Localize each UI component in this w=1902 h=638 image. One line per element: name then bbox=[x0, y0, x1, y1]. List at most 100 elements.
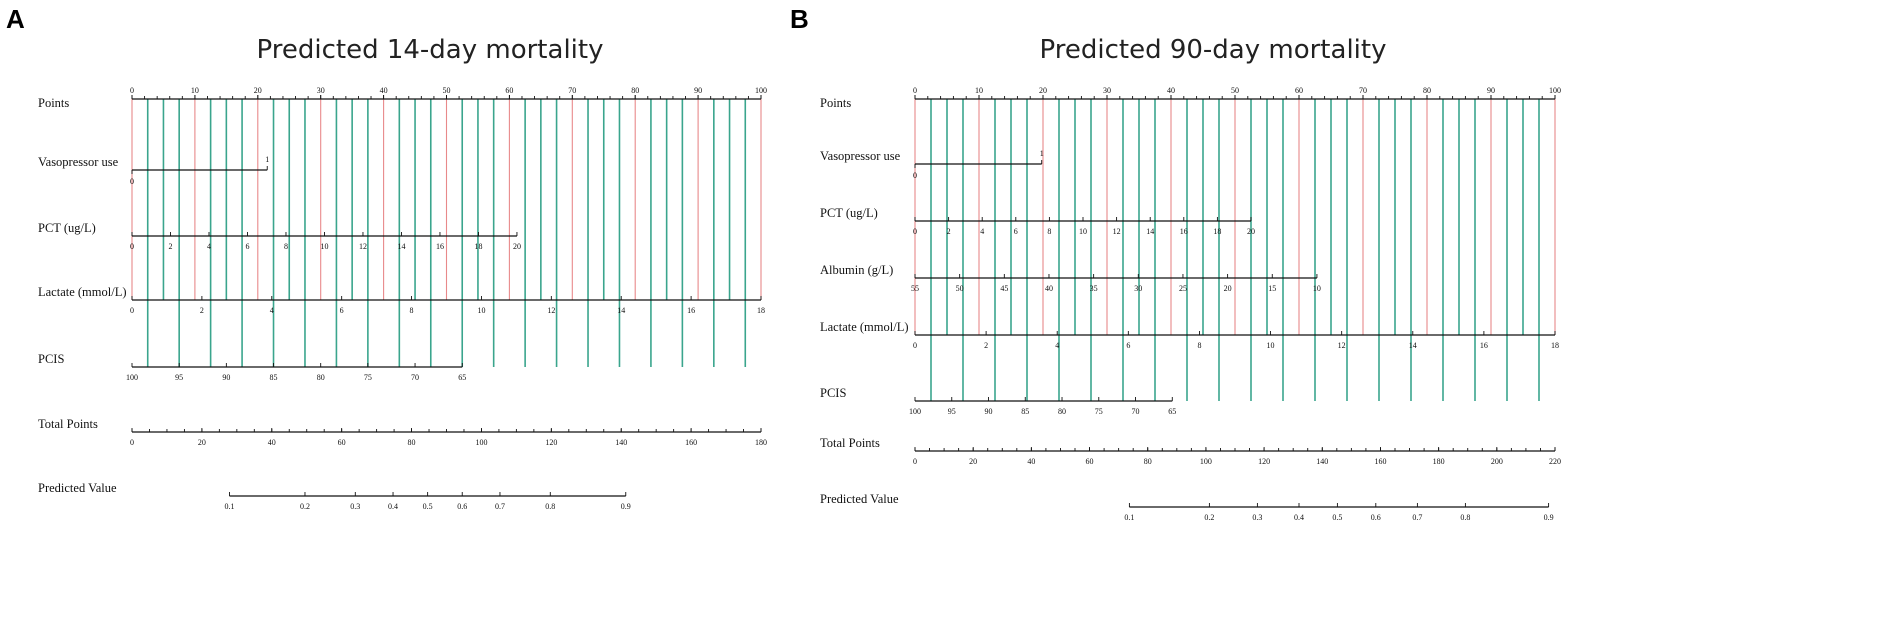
panel-a-row-points-tick-label: 40 bbox=[380, 86, 388, 95]
panel-a-row-points-tick-label: 30 bbox=[317, 86, 325, 95]
panel-a-row-pct-ug-l-tick-label: 6 bbox=[245, 242, 249, 251]
panel-a-row-lactate-mmol-l-tick-label: 4 bbox=[270, 306, 274, 315]
panel-a-row-points-label: Points bbox=[38, 96, 69, 110]
panel-b-title: Predicted 90-day mortality bbox=[1040, 35, 1387, 65]
panel-a-row-pct-ug-l-tick-label: 0 bbox=[130, 242, 134, 251]
panel-b-row-pct-ug-l: PCT (ug/L) 0 2 4 6 8 10 12 14 16 18 20 bbox=[820, 206, 1255, 236]
panel-b-row-lactate-mmol-l-tick-label: 18 bbox=[1551, 341, 1559, 350]
panel-a-row-predicted-value-tick-label: 0.8 bbox=[545, 502, 555, 511]
panel-a-row-total-points-tick-label: 120 bbox=[545, 438, 557, 447]
panel-b-row-predicted-value: Predicted Value 0.1 0.2 0.3 0.4 0.5 0.6 0.7 0.8 0… bbox=[820, 492, 1554, 522]
panel-b-row-pct-ug-l-tick-label: 2 bbox=[947, 227, 951, 236]
panel-a-row-pcis-tick-label: 100 bbox=[126, 373, 138, 382]
panel-a-row-vasopressor-use: Vasopressor use 0 1 bbox=[38, 155, 269, 186]
panel-b-row-albumin-g-l-tick-label: 10 bbox=[1313, 284, 1321, 293]
panel-b-row-total-points-tick-label: 160 bbox=[1374, 457, 1386, 466]
panel-b-row-pcis-tick-label: 65 bbox=[1168, 407, 1176, 416]
panel-b-row-vasopressor-use-tick-label: 1 bbox=[1040, 149, 1044, 158]
panel-b-row-total-points-tick-label: 220 bbox=[1549, 457, 1561, 466]
panel-b-row-pct-ug-l-tick-label: 20 bbox=[1247, 227, 1255, 236]
panel-a-row-predicted-value-tick-label: 0.5 bbox=[423, 502, 433, 511]
panel-a-row-vasopressor-use-tick-label: 1 bbox=[265, 155, 269, 164]
panel-a-row-lactate-mmol-l-tick-label: 16 bbox=[687, 306, 695, 315]
panel-b-row-points-tick-label: 100 bbox=[1549, 86, 1561, 95]
panel-a-row-pcis-tick-label: 85 bbox=[270, 373, 278, 382]
panel-b-row-total-points-tick-label: 100 bbox=[1200, 457, 1212, 466]
panel-b-row-lactate-mmol-l-label: Lactate (mmol/L) bbox=[820, 320, 909, 334]
panel-a-row-pct-ug-l-tick-label: 18 bbox=[474, 242, 482, 251]
panel-a-row-points-tick-label: 60 bbox=[505, 86, 513, 95]
panel-b-row-lactate-mmol-l-tick-label: 6 bbox=[1126, 341, 1130, 350]
panel-b-row-albumin-g-l-tick-label: 45 bbox=[1000, 284, 1008, 293]
panel-b-row-total-points-tick-label: 140 bbox=[1316, 457, 1328, 466]
panel-b-row-albumin-g-l-label: Albumin (g/L) bbox=[820, 263, 893, 277]
panel-b-row-predicted-value-tick-label: 0.2 bbox=[1204, 513, 1214, 522]
panel-a-row-lactate-mmol-l-tick-label: 8 bbox=[410, 306, 414, 315]
panel-b-row-points-tick-label: 40 bbox=[1167, 86, 1175, 95]
panel-a-row-points: Points 0 10 20 30 40 50 60 70 80 90 100 bbox=[38, 86, 767, 110]
panel-a-row-vasopressor-use-tick-label: 0 bbox=[130, 177, 134, 186]
panel-b-row-predicted-value-tick-label: 0.8 bbox=[1460, 513, 1470, 522]
panel-b-row-points-tick-label: 60 bbox=[1295, 86, 1303, 95]
panel-a-row-pct-ug-l-tick-label: 12 bbox=[359, 242, 367, 251]
panel-b-row-pct-ug-l-tick-label: 14 bbox=[1146, 227, 1154, 236]
panel-b-row-pcis-label: PCIS bbox=[820, 386, 846, 400]
panel-b-row-pct-ug-l-tick-label: 6 bbox=[1014, 227, 1018, 236]
panel-b-row-pct-ug-l-tick-label: 10 bbox=[1079, 227, 1087, 236]
panel-a-row-points-tick-label: 50 bbox=[443, 86, 451, 95]
panel-a-row-total-points-tick-label: 100 bbox=[475, 438, 487, 447]
panel-b-row-pcis-tick-label: 75 bbox=[1095, 407, 1103, 416]
panel-b-row-albumin-g-l-tick-label: 55 bbox=[911, 284, 919, 293]
panel-b-row-predicted-value-tick-label: 0.1 bbox=[1124, 513, 1134, 522]
panel-b-row-lactate-mmol-l-tick-label: 4 bbox=[1055, 341, 1059, 350]
panel-a-row-lactate-mmol-l-tick-label: 0 bbox=[130, 306, 134, 315]
panel-a-row-predicted-value-tick-label: 0.9 bbox=[621, 502, 631, 511]
panel-b-row-total-points-label: Total Points bbox=[820, 436, 880, 450]
panel-b-row-pcis-tick-label: 100 bbox=[909, 407, 921, 416]
panel-a-gridlines bbox=[131, 99, 762, 367]
panel-b-row-points-tick-label: 70 bbox=[1359, 86, 1367, 95]
panel-a-row-predicted-value-tick-label: 0.2 bbox=[300, 502, 310, 511]
panel-b-row-points-tick-label: 0 bbox=[913, 86, 917, 95]
panel-a-row-total-points: Total Points 0 20 40 60 80 100 120 140 160 180 bbox=[38, 417, 767, 447]
panel-b-gridlines bbox=[914, 99, 1556, 401]
panel-b-row-lactate-mmol-l-tick-label: 8 bbox=[1197, 341, 1201, 350]
panel-b-row-predicted-value-tick-label: 0.3 bbox=[1252, 513, 1262, 522]
panel-a-row-total-points-tick-label: 40 bbox=[268, 438, 276, 447]
panel-b-row-points-tick-label: 20 bbox=[1039, 86, 1047, 95]
panel-b-row-total-points-tick-label: 120 bbox=[1258, 457, 1270, 466]
panel-a-row-total-points-tick-label: 160 bbox=[685, 438, 697, 447]
panel-b-letter: B bbox=[790, 4, 809, 34]
panel-b-row-albumin-g-l-tick-label: 40 bbox=[1045, 284, 1053, 293]
panel-b-row-total-points-tick-label: 200 bbox=[1491, 457, 1503, 466]
panel-a-row-predicted-value-tick-label: 0.7 bbox=[495, 502, 505, 511]
panel-b-row-pct-ug-l-tick-label: 16 bbox=[1180, 227, 1188, 236]
panel-a-row-lactate-mmol-l-tick-label: 6 bbox=[340, 306, 344, 315]
panel-a-letter: A bbox=[6, 4, 25, 34]
panel-b-row-vasopressor-use-label: Vasopressor use bbox=[820, 149, 901, 163]
panel-a-row-total-points-tick-label: 60 bbox=[338, 438, 346, 447]
panel-a-row-pct-ug-l-tick-label: 4 bbox=[207, 242, 211, 251]
panel-b-row-albumin-g-l-tick-label: 35 bbox=[1090, 284, 1098, 293]
panel-a-row-vasopressor-use-label: Vasopressor use bbox=[38, 155, 119, 169]
panel-b-row-points-tick-label: 30 bbox=[1103, 86, 1111, 95]
panel-b-row-predicted-value-tick-label: 0.7 bbox=[1412, 513, 1422, 522]
panel-b-row-pct-ug-l-tick-label: 8 bbox=[1047, 227, 1051, 236]
panel-a-row-pcis-tick-label: 90 bbox=[222, 373, 230, 382]
panel-b-row-predicted-value-tick-label: 0.6 bbox=[1371, 513, 1381, 522]
panel-b-row-lactate-mmol-l-tick-label: 14 bbox=[1409, 341, 1417, 350]
panel-a-row-lactate-mmol-l: Lactate (mmol/L)0 2 4 6 8 10 12 14 16 18 bbox=[38, 285, 765, 315]
panel-a-row-lactate-mmol-l-tick-label: 18 bbox=[757, 306, 765, 315]
panel-a-row-points-tick-label: 90 bbox=[694, 86, 702, 95]
panel-b-row-pct-ug-l-label: PCT (ug/L) bbox=[820, 206, 878, 220]
panel-b-row-lactate-mmol-l-tick-label: 12 bbox=[1338, 341, 1346, 350]
panel-b-row-albumin-g-l: Albumin (g/L) 55 50 45 40 35 30 25 20 15 10 bbox=[820, 263, 1321, 293]
panel-b-row-pcis-tick-label: 80 bbox=[1058, 407, 1066, 416]
panel-b-row-vasopressor-use-tick-label: 0 bbox=[913, 171, 917, 180]
panel-a-row-pct-ug-l-tick-label: 20 bbox=[513, 242, 521, 251]
panel-b-row-lactate-mmol-l-tick-label: 16 bbox=[1480, 341, 1488, 350]
panel-b-row-pcis-tick-label: 90 bbox=[985, 407, 993, 416]
panel-a-row-points-tick-label: 100 bbox=[755, 86, 767, 95]
panel-b-row-total-points-tick-label: 40 bbox=[1027, 457, 1035, 466]
